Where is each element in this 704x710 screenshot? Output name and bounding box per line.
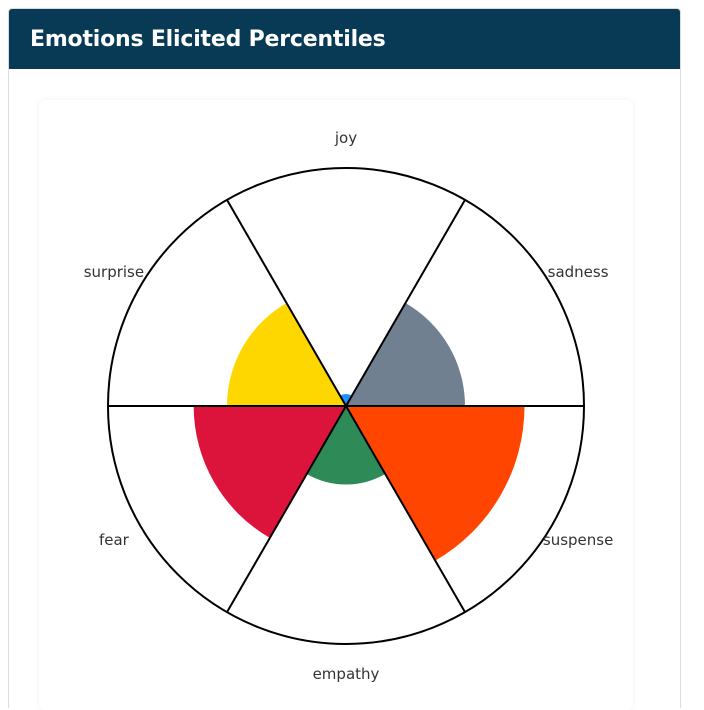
sector-divider <box>226 199 347 407</box>
sector-divider <box>226 405 347 613</box>
label-suspense: suspense <box>543 531 613 549</box>
label-joy: joy <box>334 129 357 147</box>
wedge-fear[interactable] <box>193 406 346 538</box>
sector-divider <box>345 199 466 407</box>
label-surprise: surprise <box>84 263 144 281</box>
panel-header: Emotions Elicited Percentiles <box>9 9 680 69</box>
panel-title: Emotions Elicited Percentiles <box>30 26 386 52</box>
label-sadness: sadness <box>548 263 609 281</box>
polar-chart: joy sadness suspense empathy fear surprise <box>84 129 614 683</box>
wedge-empathy[interactable] <box>306 406 386 485</box>
label-empathy: empathy <box>313 665 380 683</box>
wedge-suspense[interactable] <box>346 406 525 561</box>
label-fear: fear <box>99 531 130 549</box>
wedge-surprise[interactable] <box>227 302 346 406</box>
sector-divider <box>345 405 466 613</box>
wedge-joy[interactable] <box>340 394 352 406</box>
wedge-sadness[interactable] <box>346 302 465 406</box>
chart-card: joy sadness suspense empathy fear surprise <box>39 100 633 710</box>
